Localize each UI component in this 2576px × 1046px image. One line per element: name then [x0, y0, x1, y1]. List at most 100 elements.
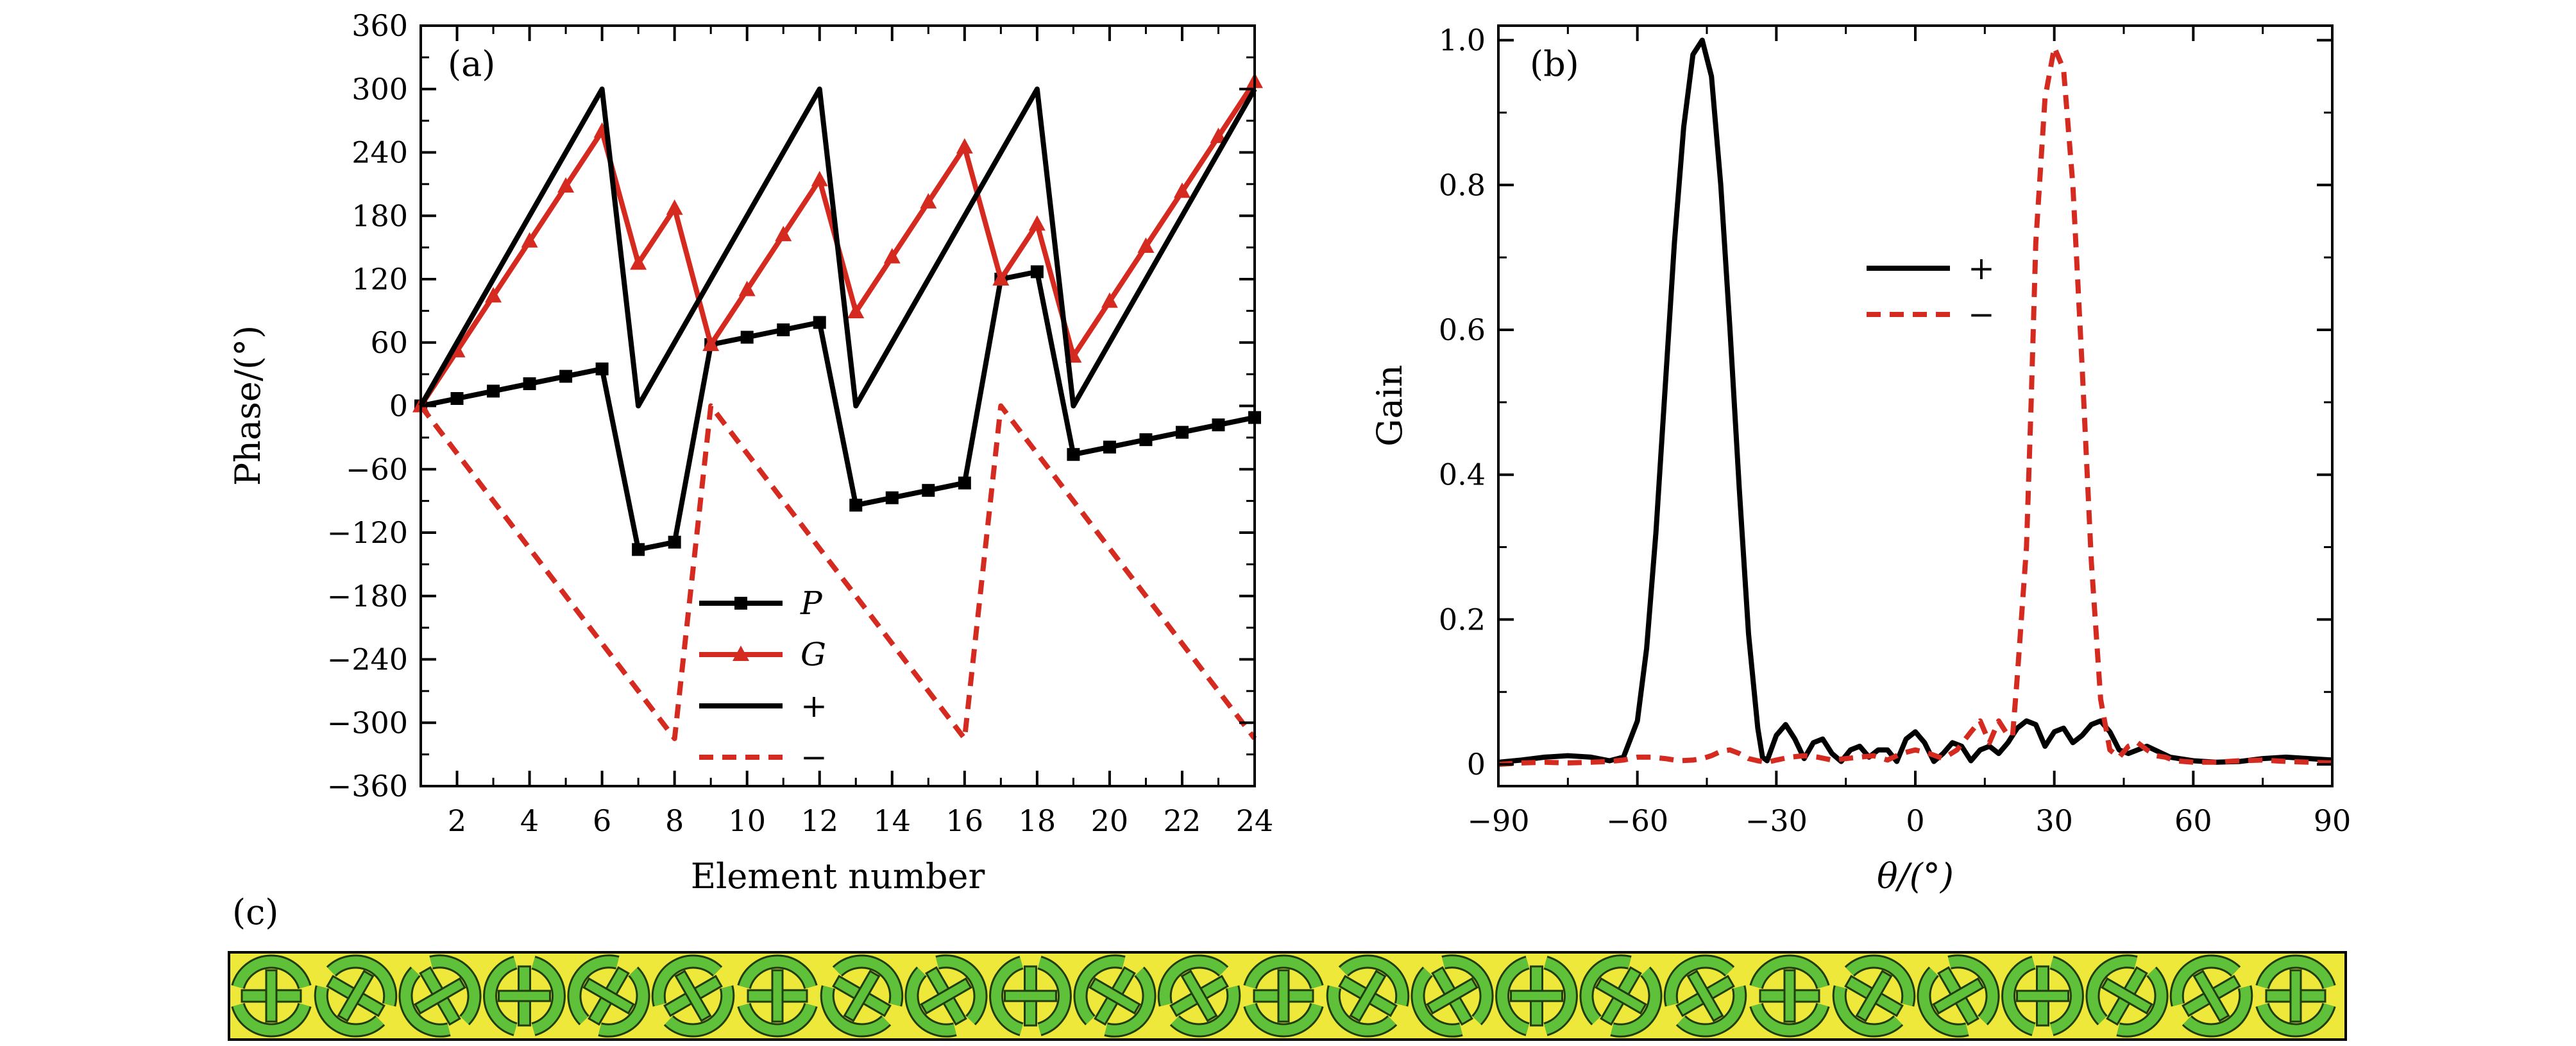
- ring-arc-bottom-fill: [2050, 957, 2082, 1034]
- center-stem: [843, 970, 881, 1022]
- center-stem: [1932, 977, 1985, 1015]
- triangle-marker: [630, 254, 647, 270]
- center-stem: [771, 969, 784, 1023]
- metasurface-element: [483, 956, 566, 1036]
- series-line-1: [1498, 44, 2333, 767]
- x-tick-label: 14: [874, 803, 911, 838]
- center-stem: [2016, 990, 2069, 1002]
- x-tick-label: 18: [1019, 803, 1056, 838]
- metasurface-element: [567, 954, 650, 1038]
- panel-a-phase-chart: 2 4 6 8 10 12 14 16 18 20 22 24360300240180120600−6…: [228, 8, 1273, 896]
- legend-label-3: −: [801, 739, 827, 776]
- y-tick-label: −180: [327, 579, 408, 613]
- x-tick-label: 10: [728, 803, 766, 838]
- ring-arc-top-fill: [1677, 986, 1745, 1036]
- series-line-0: [1498, 37, 2333, 765]
- triangle-marker: [1210, 127, 1227, 143]
- y-tick-label: −60: [346, 452, 408, 486]
- ring-arc-top-fill: [822, 986, 890, 1036]
- triangle-marker: [1137, 237, 1155, 253]
- ring-arc-bottom-fill: [1038, 957, 1070, 1034]
- ring-arc-top-fill: [233, 956, 310, 989]
- center-stem: [2192, 970, 2230, 1022]
- ring-arc-top-fill: [906, 968, 956, 1036]
- ring-arc-bottom-fill: [1328, 986, 1396, 1036]
- triangle-marker: [811, 171, 828, 187]
- ring-arc-top-fill: [1751, 1003, 1828, 1036]
- square-marker: [849, 499, 863, 512]
- x-tick-label: 22: [1164, 803, 1201, 838]
- square-marker: [595, 362, 609, 375]
- metasurface-element: [1326, 954, 1410, 1038]
- triangle-marker: [956, 138, 973, 154]
- x-tick-label: 24: [1236, 803, 1274, 838]
- x-tick-label: 2: [448, 803, 466, 838]
- legend-label-0: +: [1968, 250, 1995, 287]
- y-tick-label: 360: [352, 8, 408, 43]
- metasurface-element: [989, 956, 1072, 1036]
- metasurface-element: [398, 954, 482, 1038]
- ring-arc-bottom-fill: [316, 986, 384, 1036]
- square-marker: [523, 377, 536, 390]
- triangle-marker: [557, 177, 575, 193]
- triangle-marker: [1173, 182, 1191, 198]
- panel-a-legend: PG + −: [699, 585, 827, 776]
- x-tick-label: 30: [2035, 803, 2073, 838]
- center-stem: [920, 977, 972, 1015]
- panel-a-x-axis-title: Element number: [691, 856, 985, 896]
- ring-arc-bottom-fill: [653, 956, 722, 1006]
- center-stem: [2289, 969, 2302, 1023]
- square-marker: [1139, 433, 1153, 447]
- ring-arc-bottom-fill: [1105, 968, 1155, 1036]
- ring-arc-top-fill: [1245, 956, 1322, 989]
- ring-arc-top-fill: [991, 957, 1023, 1034]
- triangle-marker: [992, 270, 1010, 286]
- x-tick-label: 0: [1906, 803, 1924, 838]
- series-line-0: [420, 269, 1255, 553]
- ring-arc-top-fill: [532, 957, 564, 1034]
- center-stem: [1510, 990, 1563, 1002]
- triangle-marker: [485, 287, 502, 303]
- ring-arc-bottom-fill: [1948, 956, 1998, 1024]
- metasurface-element: [314, 954, 398, 1038]
- triangle-marker: [738, 280, 756, 296]
- ring-arc-bottom-fill: [833, 956, 902, 1006]
- x-tick-label: 90: [2314, 803, 2351, 838]
- y-tick-label: 0: [389, 389, 408, 424]
- x-tick-label: 20: [1091, 803, 1129, 838]
- square-marker: [1030, 265, 1044, 279]
- center-stem: [1089, 977, 1141, 1015]
- center-stem: [1783, 969, 1796, 1023]
- panel-a-label: (a): [448, 44, 495, 84]
- center-stem: [1277, 969, 1290, 1023]
- metasurface-element: [1663, 954, 1747, 1038]
- ring-arc-top-fill: [1159, 956, 1228, 1006]
- square-marker: [487, 384, 500, 398]
- panel-b-y-axis-title: Gain: [1369, 364, 1410, 446]
- metasurface-element: [2255, 954, 2336, 1038]
- metasurface-element: [1495, 956, 1578, 1036]
- triangle-marker: [1101, 292, 1118, 308]
- panel-a-y-axis-title: Phase/(°): [228, 325, 268, 486]
- ring-arc-top-fill: [1544, 957, 1576, 1034]
- legend-label-2: +: [801, 687, 827, 724]
- x-tick-label: −90: [1467, 803, 1529, 838]
- center-stem: [1855, 970, 1893, 1022]
- ring-arc-top-fill: [1834, 986, 1902, 1036]
- ring-arc-bottom-fill: [1581, 956, 1631, 1024]
- y-tick-label: 0: [1467, 747, 1486, 782]
- ring-arc-top-fill: [2087, 956, 2137, 1024]
- ring-arc-top-fill: [598, 968, 648, 1036]
- ring-arc-bottom-fill: [2257, 1003, 2334, 1036]
- ring-arc-top-fill: [430, 956, 480, 1024]
- center-stem: [414, 977, 466, 1015]
- center-stem: [674, 970, 712, 1022]
- ring-arc-top-fill: [327, 956, 396, 1006]
- center-stem: [1180, 970, 1218, 1022]
- ring-arc-bottom-fill: [1751, 956, 1828, 989]
- legend-label-1: −: [1968, 296, 1995, 333]
- x-tick-label: 12: [801, 803, 838, 838]
- ring-arc-bottom-fill: [485, 957, 517, 1034]
- square-marker: [559, 370, 573, 383]
